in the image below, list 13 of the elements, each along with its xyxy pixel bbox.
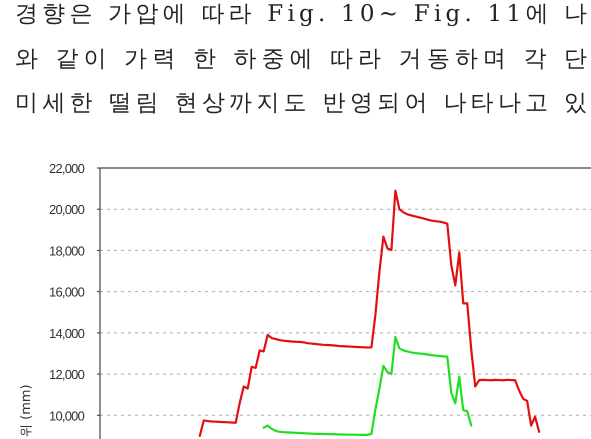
line-series [262, 336, 472, 436]
text: 와 같이 가력 한 하중에 따라 거동하며 각 단 [15, 46, 587, 72]
y-tick-label: 10,000 [49, 408, 85, 424]
line-series [198, 190, 540, 438]
text: 경향은 가압에 따라 Fig. 10~ Fig. 11에 나 [15, 1, 587, 27]
y-tick-label: 12,000 [49, 367, 85, 382]
y-axis-title: 위 (mm) [19, 384, 34, 437]
y-tick-label: 20,000 [49, 202, 85, 218]
y-tick-label: 16,000 [49, 284, 85, 300]
y-tick-label: 22,000 [49, 161, 85, 176]
text: 미세한 떨림 현상까지도 반영되어 나타나고 있 [15, 90, 587, 116]
y-tick-label: 18,000 [49, 243, 85, 258]
y-tick-label: 14,000 [49, 326, 85, 341]
